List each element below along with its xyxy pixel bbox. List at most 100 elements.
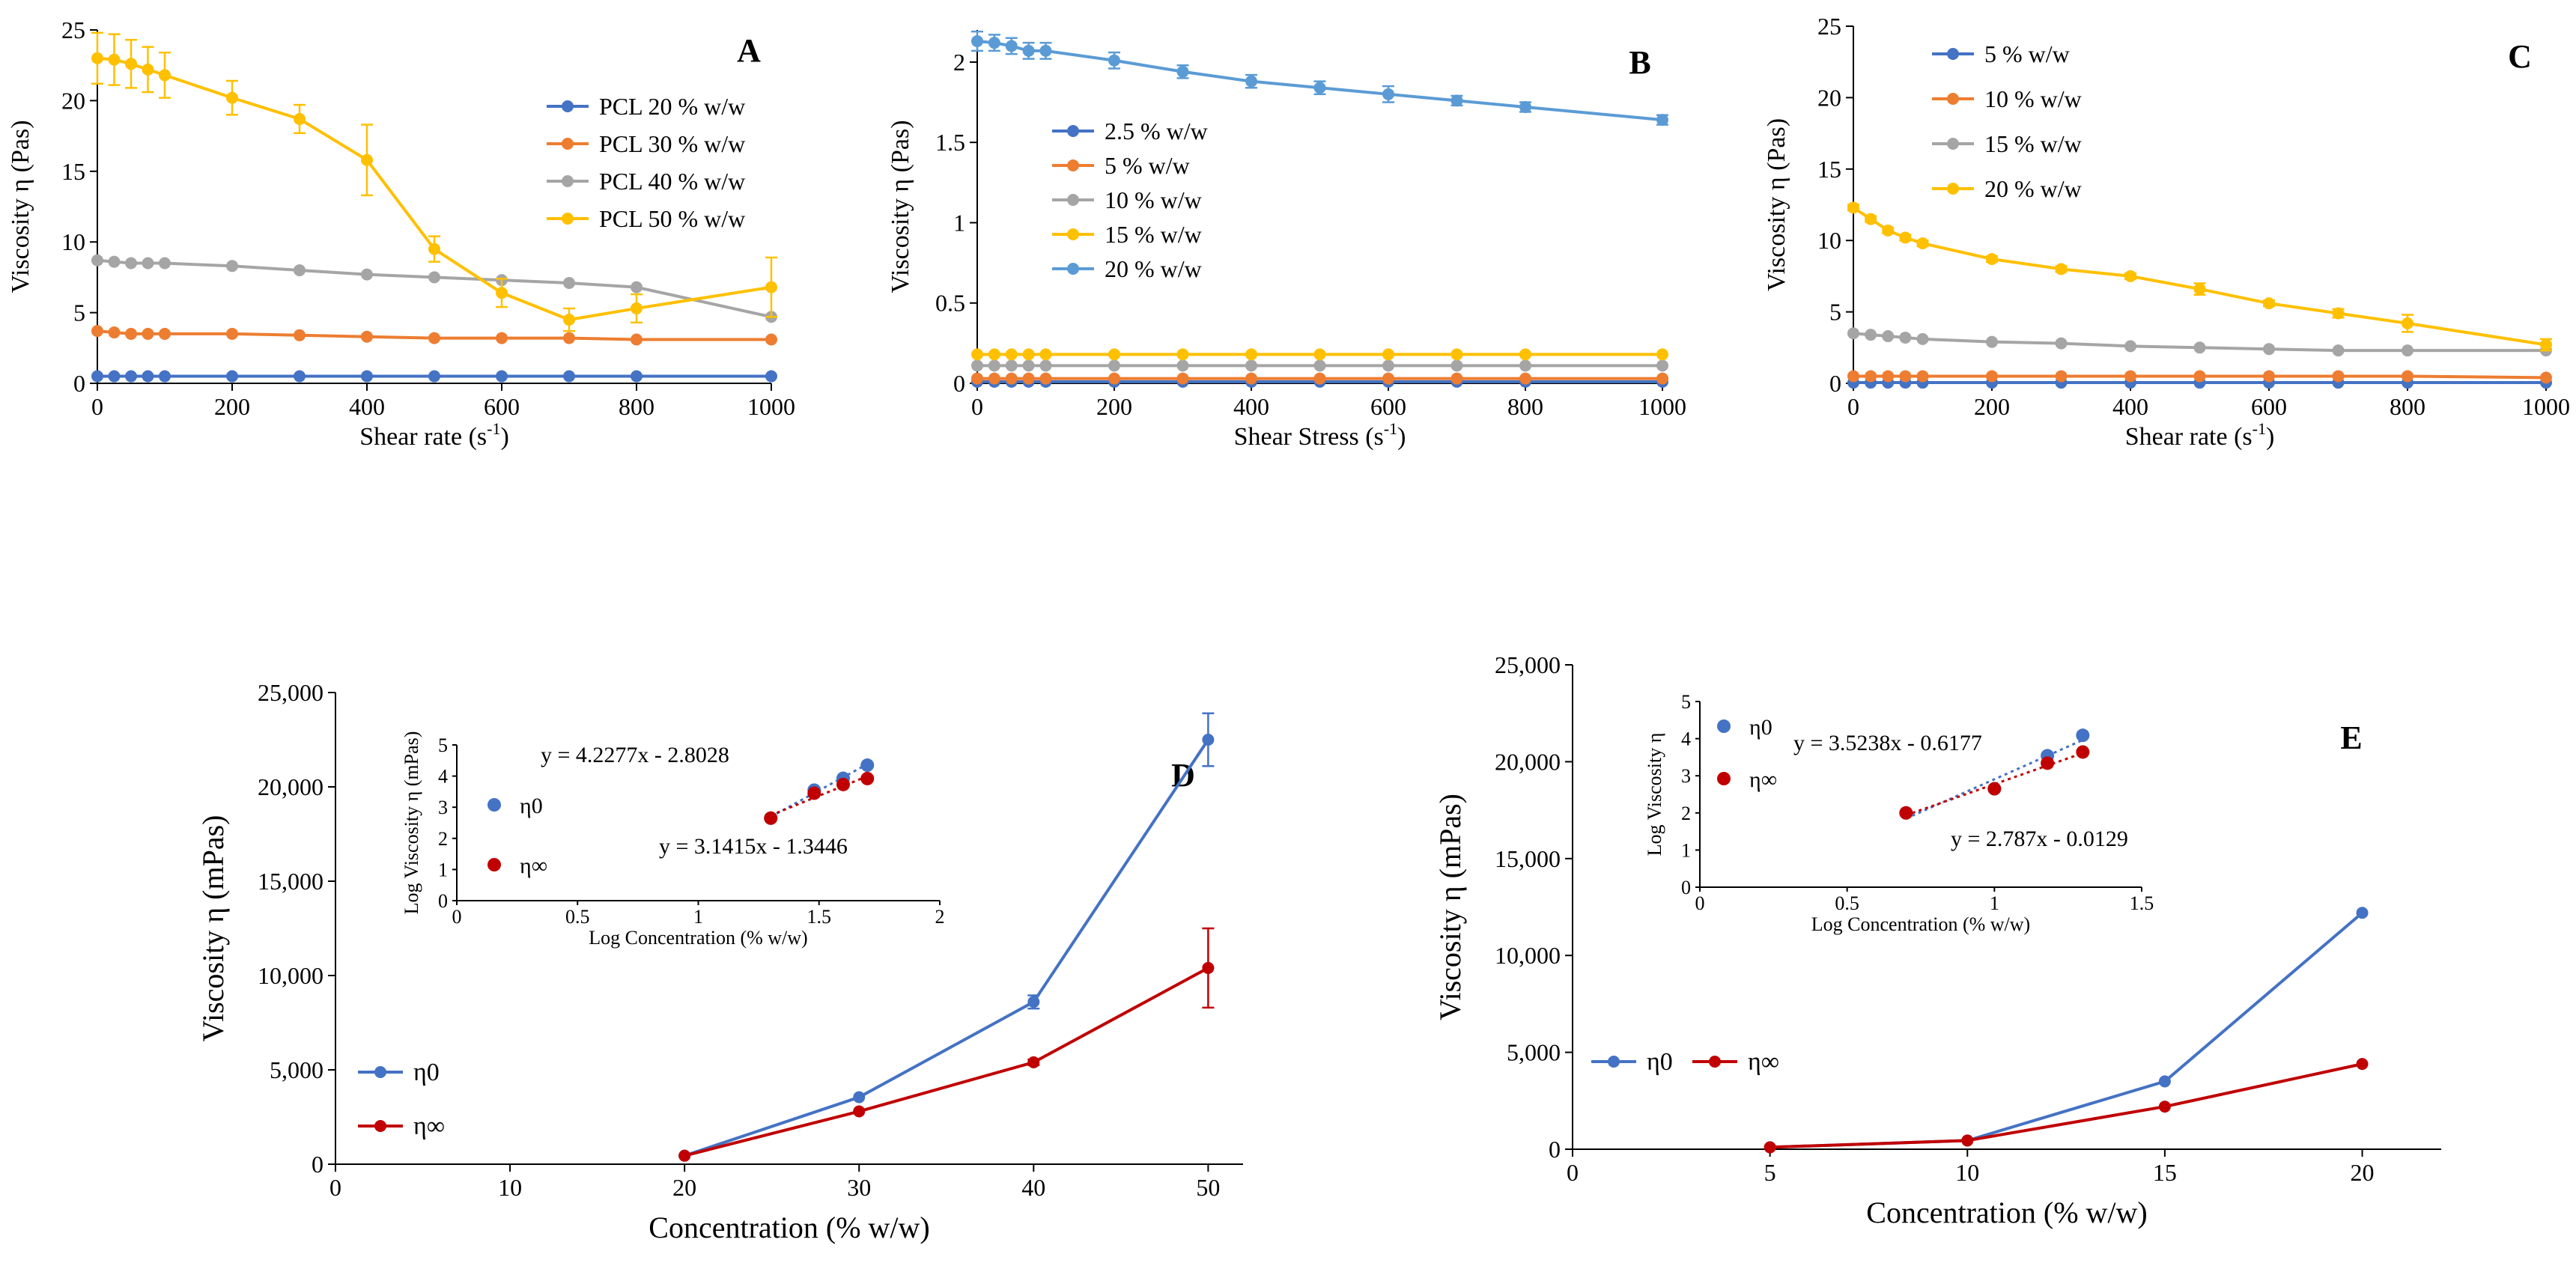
legend-swatch-marker <box>1608 1056 1620 1068</box>
data-point <box>1916 237 1929 250</box>
y-tick-label: 5 <box>73 299 85 326</box>
series-- <box>1899 745 2090 820</box>
x-tick-label: 0 <box>91 393 103 420</box>
legend-swatch-marker <box>562 175 574 187</box>
data-point <box>1022 348 1035 361</box>
y-tick-label: 25 <box>1817 13 1841 40</box>
x-axis-label: Concentration (% w/w) <box>1866 1196 2147 1229</box>
data-point <box>563 314 575 326</box>
panel-letter: E <box>2340 719 2362 756</box>
y-tick-label: 0 <box>1829 370 1841 397</box>
data-point <box>631 370 643 383</box>
legend-label: η∞ <box>413 1113 445 1140</box>
data-point <box>1986 370 1998 383</box>
data-point <box>2540 371 2552 384</box>
legend-swatch-marker <box>1067 228 1079 240</box>
panel-letter: C <box>2508 38 2532 75</box>
series-15-w-w <box>971 348 1668 361</box>
data-point <box>361 153 373 166</box>
legend-label: η0 <box>1647 1048 1673 1076</box>
equation-label: y = 4.2277x - 2.8028 <box>541 743 729 767</box>
y-axis-label: Viscosity η (mPas) <box>196 815 230 1042</box>
data-point <box>2402 317 2414 329</box>
legend-swatch-marker <box>1067 159 1079 171</box>
series-line <box>1770 1062 2363 1149</box>
legend-label: 20 % w/w <box>1105 255 1202 282</box>
data-point <box>860 758 875 773</box>
y-tick-label: 10 <box>61 228 85 255</box>
legend-swatch-marker <box>1709 1056 1721 1068</box>
data-point <box>1899 370 1912 383</box>
data-point <box>1176 359 1189 372</box>
x-tick-label: 1000 <box>1638 393 1686 420</box>
y-axis-label: Viscosity η (Pas) <box>887 120 914 293</box>
data-point <box>1382 348 1394 361</box>
data-point <box>971 359 983 372</box>
data-point <box>1450 348 1463 361</box>
x-tick-label: 1 <box>693 906 703 928</box>
series-line <box>684 738 1210 1157</box>
y-axis-label: Viscosity η (Pas) <box>7 120 34 293</box>
y-tick-label: 0 <box>312 1151 323 1178</box>
data-point <box>2263 297 2275 310</box>
data-point <box>1108 359 1120 372</box>
legend-label: η∞ <box>520 853 547 878</box>
panel-ein: 0 1 2 3 4 5 0 0.5 1 1.5 Log Concentration (% w/w) L… <box>1644 691 2154 935</box>
data-point <box>1450 94 1463 107</box>
x-tick-label: 0 <box>1567 1159 1579 1186</box>
x-tick-label: 400 <box>1233 393 1269 420</box>
legend-swatch-marker <box>562 138 574 150</box>
y-axis-label: Viscosity η (Pas) <box>1763 118 1790 291</box>
legend-swatch-marker <box>1947 48 1959 60</box>
data-point <box>125 257 137 270</box>
data-point <box>678 1149 691 1162</box>
y-axis-label: Viscosity η (mPas) <box>1433 794 1467 1020</box>
legend-swatch-marker <box>1067 125 1079 137</box>
y-tick-label: 1 <box>1681 839 1691 861</box>
data-point <box>1961 1134 1974 1147</box>
series-20-w-w <box>971 30 1668 127</box>
y-tick-label: 3 <box>438 797 448 818</box>
data-point <box>2158 1075 2171 1088</box>
data-point <box>1245 75 1257 88</box>
legend-label: 20 % w/w <box>1984 175 2082 202</box>
data-point <box>125 327 137 340</box>
data-point <box>1764 1141 1776 1154</box>
x-tick-label: 600 <box>1370 393 1406 420</box>
data-point <box>108 53 121 66</box>
data-point <box>765 333 777 346</box>
data-point <box>2124 340 2136 353</box>
data-point <box>1382 88 1394 100</box>
data-point <box>428 271 440 284</box>
y-tick-label: 20 <box>61 87 85 114</box>
x-tick-label: 0 <box>452 906 462 928</box>
data-point <box>2076 745 2090 759</box>
panel-letter: B <box>1629 44 1650 81</box>
data-point <box>1245 348 1257 361</box>
data-point <box>361 370 373 383</box>
data-point <box>1245 359 1257 372</box>
series-line <box>684 967 1209 1157</box>
legend-label: 5 % w/w <box>1984 40 2070 67</box>
series-- <box>764 771 875 825</box>
data-point <box>2356 907 2369 919</box>
y-tick-label: 1.5 <box>935 129 965 156</box>
data-point <box>2041 756 2055 770</box>
panel-din: 0 1 2 3 4 5 0 0.5 1 1.5 2 Log Concentration (% w/w)… <box>401 731 945 949</box>
data-point <box>631 333 643 346</box>
series-5-w-w <box>971 372 1668 385</box>
x-tick-label: 1.5 <box>2130 892 2154 914</box>
legend-swatch-marker <box>1717 772 1731 785</box>
data-point <box>988 348 1000 361</box>
y-tick-label: 25,000 <box>1495 651 1561 678</box>
data-point <box>226 327 238 340</box>
data-point <box>1005 348 1018 361</box>
data-point <box>860 771 875 785</box>
data-point <box>2356 1058 2369 1071</box>
legend-swatch-marker <box>487 798 501 812</box>
data-point <box>1847 370 1859 383</box>
x-axis-label-end: ) <box>500 423 508 451</box>
data-point <box>1519 348 1531 361</box>
